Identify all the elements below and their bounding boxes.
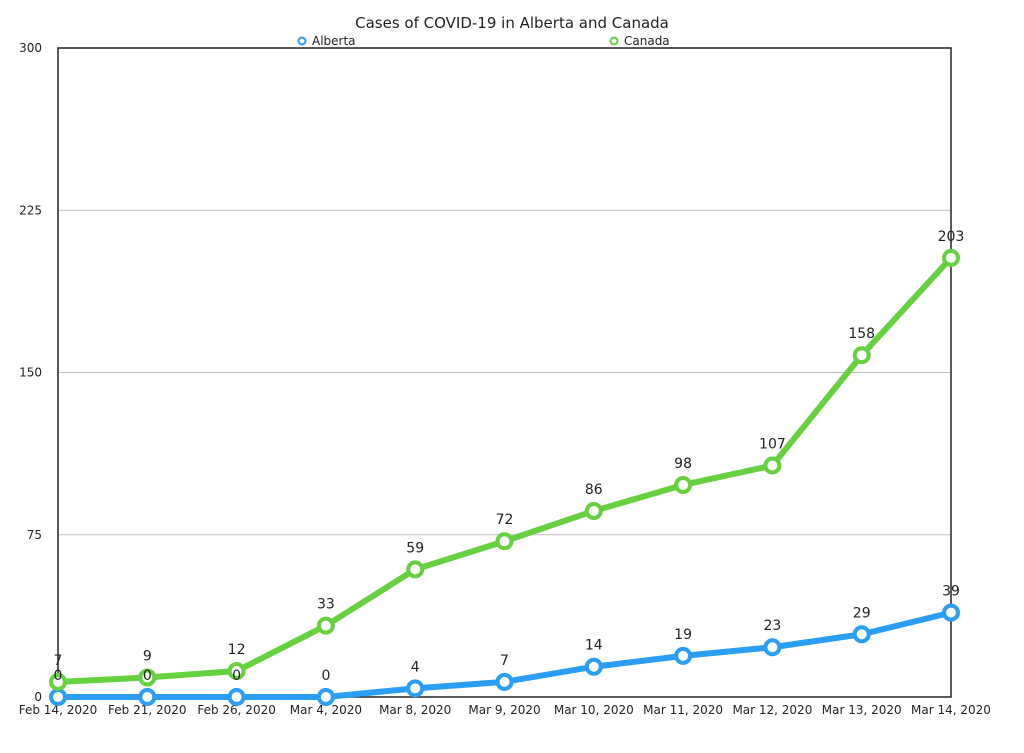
gridlines: [58, 210, 951, 535]
data-label: 14: [585, 638, 603, 654]
legend: Alberta Canada: [299, 34, 670, 48]
data-point: [408, 681, 422, 695]
data-point: [230, 690, 244, 704]
x-tick-label: Mar 8, 2020: [379, 703, 451, 717]
data-label: 158: [848, 326, 875, 342]
data-point: [140, 690, 154, 704]
data-point: [587, 504, 601, 518]
data-point: [765, 459, 779, 473]
data-label: 0: [321, 668, 330, 684]
series-canada: [51, 251, 958, 689]
series-line: [58, 258, 951, 682]
data-point: [676, 478, 690, 492]
data-label: 12: [228, 642, 246, 658]
data-label: 59: [406, 540, 424, 556]
chart-title: Cases of COVID-19 in Alberta and Canada: [355, 14, 669, 32]
y-tick-label: 0: [34, 690, 42, 704]
data-label: 7: [500, 653, 509, 669]
x-tick-label: Mar 13, 2020: [822, 703, 902, 717]
legend-label: Canada: [624, 34, 670, 48]
data-label: 107: [759, 437, 786, 453]
data-label: 72: [496, 512, 514, 528]
data-label: 7: [54, 653, 63, 669]
data-point: [765, 640, 779, 654]
x-tick-label: Mar 14, 2020: [911, 703, 991, 717]
data-label: 9: [143, 649, 152, 665]
data-point: [498, 675, 512, 689]
y-tick-label: 150: [19, 366, 42, 380]
x-axis-ticks: Feb 14, 2020 Feb 21, 2020 Feb 26, 2020 Mar …: [19, 703, 991, 717]
x-tick-label: Mar 9, 2020: [468, 703, 540, 717]
data-label: 29: [853, 605, 871, 621]
data-label: 39: [942, 584, 960, 600]
data-point: [944, 251, 958, 265]
y-tick-label: 75: [27, 528, 42, 542]
data-point: [944, 606, 958, 620]
x-tick-label: Mar 11, 2020: [643, 703, 723, 717]
data-label: 86: [585, 482, 603, 498]
data-label: 33: [317, 597, 335, 613]
legend-item: Alberta: [299, 34, 356, 48]
legend-marker: [299, 38, 306, 45]
y-tick-label: 300: [19, 41, 42, 55]
series-layer: [51, 251, 958, 704]
y-axis-ticks: 0 75 150 225 300: [19, 41, 42, 704]
data-label: 0: [143, 668, 152, 684]
data-point: [676, 649, 690, 663]
data-label: 19: [674, 627, 692, 643]
data-label: 4: [411, 659, 420, 675]
data-point: [319, 690, 333, 704]
data-label: 23: [763, 618, 781, 634]
x-tick-label: Mar 10, 2020: [554, 703, 634, 717]
y-tick-label: 225: [19, 203, 42, 217]
data-label: 0: [54, 668, 63, 684]
data-label: 0: [232, 668, 241, 684]
x-tick-label: Mar 12, 2020: [732, 703, 812, 717]
legend-label: Alberta: [312, 34, 356, 48]
data-point: [498, 534, 512, 548]
data-point: [319, 619, 333, 633]
data-point: [51, 690, 65, 704]
data-labels-layer: 0 0 0 0 4 7 14 19 23 29 39 7 9 12 33 59 72 86 98 107 158 203: [54, 229, 965, 684]
data-label: 98: [674, 456, 692, 472]
data-label: 203: [938, 229, 965, 245]
legend-marker: [611, 38, 618, 45]
legend-item: Canada: [611, 34, 670, 48]
data-point: [408, 562, 422, 576]
data-point: [855, 348, 869, 362]
data-point: [587, 660, 601, 674]
data-point: [855, 627, 869, 641]
